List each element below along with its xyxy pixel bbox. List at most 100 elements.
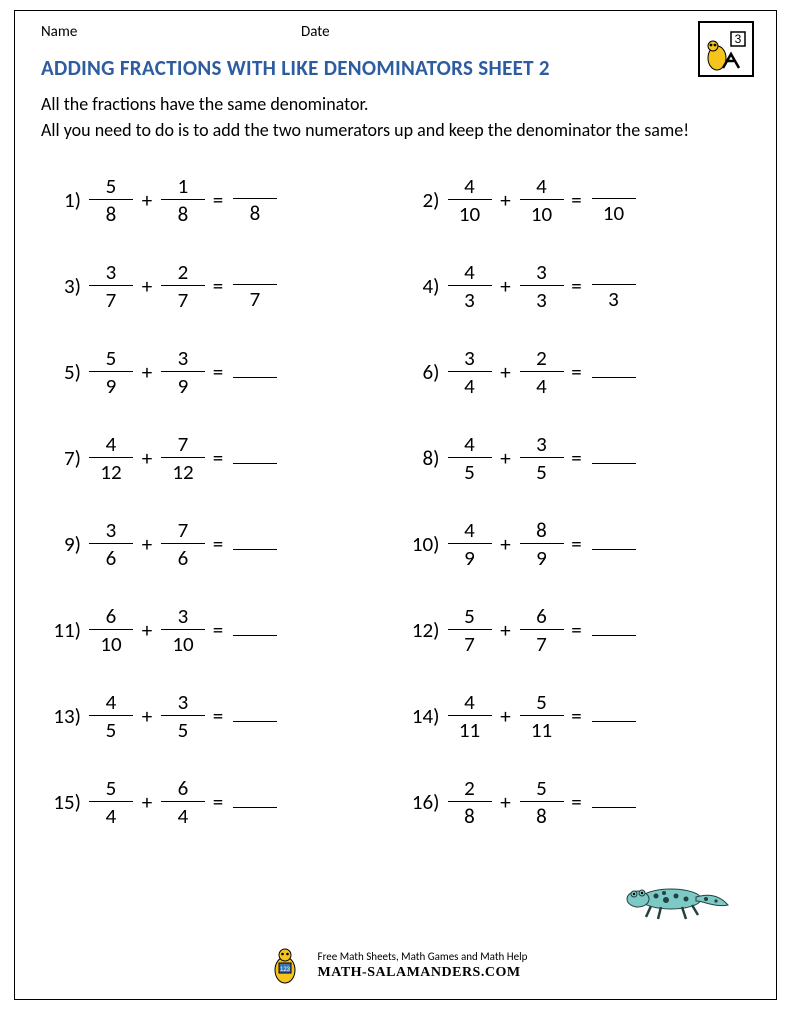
answer-blank[interactable]: .	[231, 773, 279, 832]
salamander-icon	[616, 869, 736, 929]
answer-blank[interactable]: .	[590, 429, 638, 488]
problem-4: 4)43+33=.3	[400, 247, 751, 325]
denominator: 3	[456, 286, 483, 313]
footer-text: Free Math Sheets, Math Games and Math He…	[318, 950, 528, 981]
answer-blank[interactable]: .10	[590, 174, 638, 226]
problem-number: 13)	[41, 703, 89, 729]
instructions: All the fractions have the same denomina…	[41, 91, 741, 143]
denominator: 5	[456, 458, 483, 485]
numerator: 4	[456, 517, 483, 543]
answer-blank[interactable]: .3	[590, 260, 638, 312]
problem-10: 10)49+89=.	[400, 505, 751, 583]
problem-number: 14)	[400, 703, 448, 729]
date-label: Date	[301, 23, 501, 41]
equals-sign: =	[564, 273, 590, 299]
denominator: 10	[523, 200, 560, 227]
denominator: 4	[98, 802, 125, 829]
answer-blank[interactable]: .	[590, 773, 638, 832]
answer-blank[interactable]: .	[590, 687, 638, 746]
fraction-a: 34	[448, 345, 492, 399]
denominator: 8	[98, 200, 125, 227]
salamander-badge-icon: 3	[701, 24, 751, 74]
plus-sign: +	[133, 617, 161, 643]
plus-sign: +	[492, 445, 520, 471]
numerator: 4	[528, 173, 555, 199]
answer-blank[interactable]: .	[590, 515, 638, 574]
numerator: 6	[98, 603, 125, 629]
fraction-a: 410	[448, 173, 492, 227]
worksheet-title: ADDING FRACTIONS WITH LIKE DENOMINATORS …	[41, 55, 750, 81]
answer-blank[interactable]: .	[231, 687, 279, 746]
denominator: 8	[528, 802, 555, 829]
numerator: 5	[528, 775, 555, 801]
fraction-a: 412	[89, 431, 133, 485]
fraction-b: 89	[520, 517, 564, 571]
answer-blank[interactable]: .	[231, 601, 279, 660]
problem-number: 1)	[41, 187, 89, 213]
answer-denominator: 3	[602, 285, 625, 312]
equals-sign: =	[205, 273, 231, 299]
answer-denominator	[249, 636, 261, 660]
fraction-a: 57	[448, 603, 492, 657]
fraction-a: 45	[89, 689, 133, 743]
problem-number: 3)	[41, 273, 89, 299]
answer-denominator	[249, 464, 261, 488]
header-row: Name Date 3	[41, 23, 750, 41]
answer-denominator	[608, 464, 620, 488]
answer-denominator	[249, 550, 261, 574]
problem-15: 15)54+64=.	[41, 763, 392, 841]
numerator: 3	[528, 259, 555, 285]
footer-site: MATH-SALAMANDERS.COM	[318, 964, 528, 982]
fraction-b: 35	[161, 689, 205, 743]
denominator: 7	[170, 286, 197, 313]
plus-sign: +	[133, 187, 161, 213]
problem-number: 11)	[41, 617, 89, 643]
numerator: 3	[528, 431, 555, 457]
problem-5: 5)59+39=.	[41, 333, 392, 411]
equals-sign: =	[564, 789, 590, 815]
answer-denominator: 8	[244, 199, 267, 226]
answer-blank[interactable]: .	[231, 515, 279, 574]
problem-3: 3)37+27=.7	[41, 247, 392, 325]
numerator: 4	[456, 689, 483, 715]
denominator: 9	[456, 544, 483, 571]
plus-sign: +	[492, 703, 520, 729]
answer-blank[interactable]: .	[590, 343, 638, 402]
numerator: 5	[528, 689, 555, 715]
answer-denominator	[608, 636, 620, 660]
answer-blank[interactable]: .7	[231, 260, 279, 312]
answer-blank[interactable]: .	[231, 429, 279, 488]
denominator: 7	[98, 286, 125, 313]
problem-8: 8)45+35=.	[400, 419, 751, 497]
equals-sign: =	[564, 359, 590, 385]
denominator: 4	[456, 372, 483, 399]
problem-number: 9)	[41, 531, 89, 557]
denominator: 12	[164, 458, 201, 485]
equals-sign: =	[564, 617, 590, 643]
fraction-b: 39	[161, 345, 205, 399]
fraction-a: 28	[448, 775, 492, 829]
name-label: Name	[41, 23, 301, 41]
plus-sign: +	[133, 703, 161, 729]
answer-blank[interactable]: .	[590, 601, 638, 660]
numerator: 7	[170, 517, 197, 543]
equals-sign: =	[564, 187, 590, 213]
fraction-b: 76	[161, 517, 205, 571]
answer-blank[interactable]: .8	[231, 174, 279, 226]
numerator: 4	[456, 173, 483, 199]
plus-sign: +	[133, 359, 161, 385]
numerator: 4	[98, 689, 125, 715]
equals-sign: =	[205, 359, 231, 385]
fraction-a: 45	[448, 431, 492, 485]
equals-sign: =	[205, 187, 231, 213]
plus-sign: +	[492, 359, 520, 385]
svg-text:3: 3	[735, 32, 742, 46]
answer-blank[interactable]: .	[231, 343, 279, 402]
fraction-b: 33	[520, 259, 564, 313]
footer-logo-icon: 123	[264, 945, 306, 987]
fraction-b: 511	[520, 689, 564, 743]
denominator: 10	[164, 630, 201, 657]
problem-13: 13)45+35=.	[41, 677, 392, 755]
plus-sign: +	[492, 273, 520, 299]
denominator: 10	[92, 630, 129, 657]
